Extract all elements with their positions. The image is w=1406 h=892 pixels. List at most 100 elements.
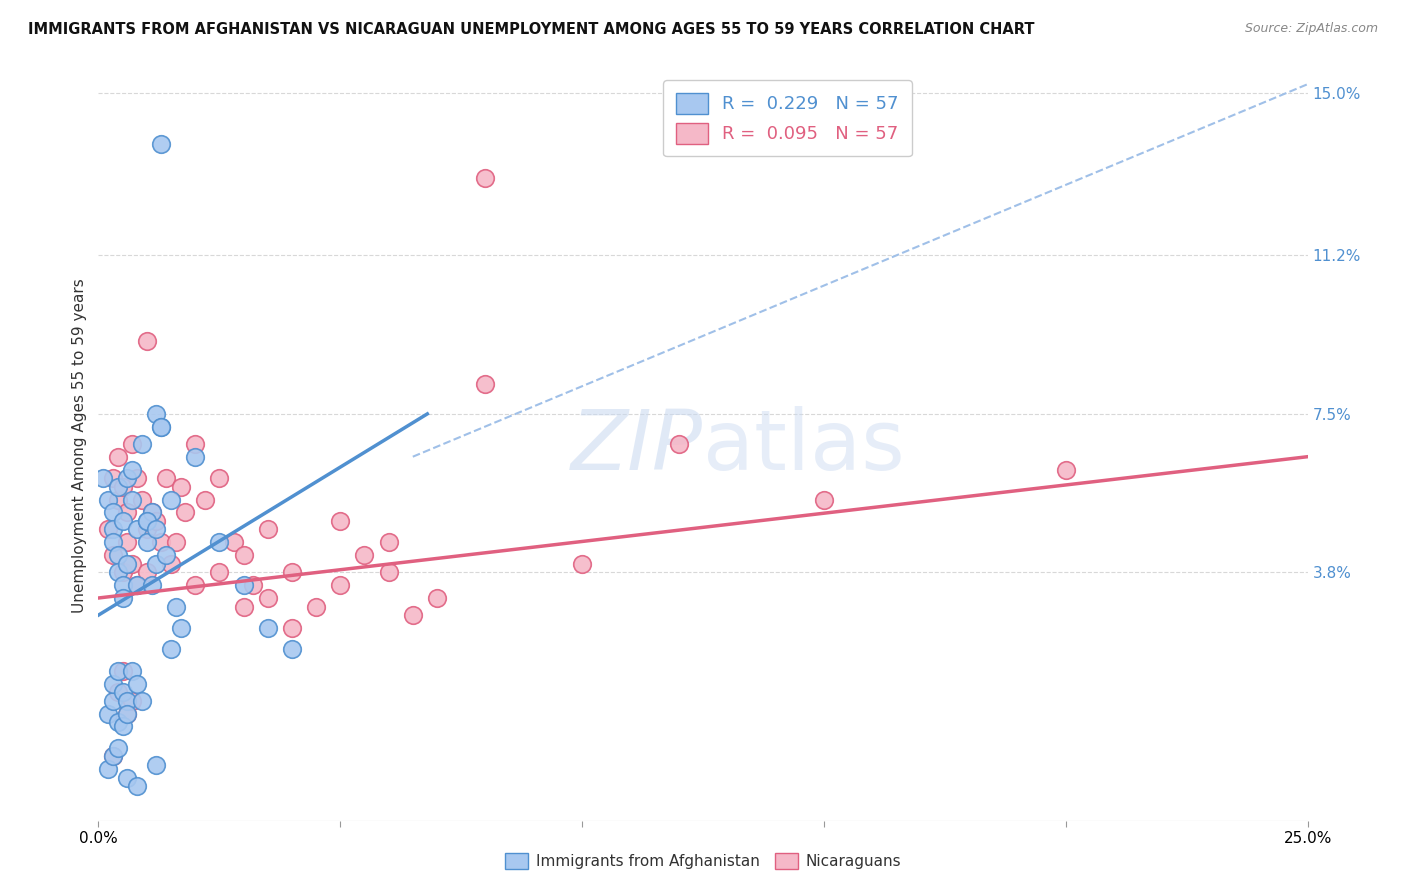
Point	[145, 557, 167, 571]
Point	[127, 523, 149, 537]
Point	[474, 171, 496, 186]
Point	[208, 471, 231, 485]
Point	[281, 566, 304, 580]
Point	[101, 694, 124, 708]
Point	[121, 492, 143, 507]
Point	[107, 450, 129, 464]
Point	[232, 599, 254, 614]
Point	[101, 749, 124, 764]
Point	[107, 480, 129, 494]
Point	[165, 599, 187, 614]
Point	[97, 762, 120, 776]
Point	[155, 548, 177, 562]
Point	[111, 719, 134, 733]
Point	[111, 664, 134, 678]
Point	[101, 471, 124, 485]
Legend: Immigrants from Afghanistan, Nicaraguans: Immigrants from Afghanistan, Nicaraguans	[499, 847, 907, 875]
Point	[121, 694, 143, 708]
Point	[194, 492, 217, 507]
Point	[117, 471, 139, 485]
Point	[97, 492, 120, 507]
Point	[135, 523, 157, 537]
Text: IMMIGRANTS FROM AFGHANISTAN VS NICARAGUAN UNEMPLOYMENT AMONG AGES 55 TO 59 YEARS: IMMIGRANTS FROM AFGHANISTAN VS NICARAGUA…	[28, 22, 1035, 37]
Point	[813, 492, 835, 507]
Text: atlas: atlas	[703, 406, 904, 486]
Point	[169, 621, 191, 635]
Point	[117, 535, 139, 549]
Point	[121, 664, 143, 678]
Point	[111, 514, 134, 528]
Point	[117, 694, 139, 708]
Point	[160, 492, 183, 507]
Point	[97, 706, 120, 721]
Point	[111, 566, 134, 580]
Point	[145, 758, 167, 772]
Point	[121, 462, 143, 476]
Point	[281, 642, 304, 657]
Point	[127, 676, 149, 690]
Point	[256, 523, 278, 537]
Point	[232, 578, 254, 592]
Point	[107, 566, 129, 580]
Point	[402, 608, 425, 623]
Point	[150, 419, 173, 434]
Point	[150, 535, 173, 549]
Point	[135, 334, 157, 348]
Point	[165, 535, 187, 549]
Point	[232, 548, 254, 562]
Point	[107, 715, 129, 730]
Point	[111, 685, 134, 699]
Point	[117, 771, 139, 785]
Text: ZIP: ZIP	[571, 406, 703, 486]
Point	[474, 376, 496, 391]
Point	[97, 523, 120, 537]
Point	[107, 492, 129, 507]
Point	[135, 514, 157, 528]
Point	[150, 419, 173, 434]
Point	[107, 664, 129, 678]
Point	[135, 514, 157, 528]
Point	[377, 535, 399, 549]
Point	[107, 548, 129, 562]
Point	[117, 706, 139, 721]
Point	[208, 566, 231, 580]
Point	[426, 591, 449, 605]
Point	[131, 694, 153, 708]
Point	[150, 137, 173, 152]
Point	[141, 505, 163, 519]
Point	[127, 780, 149, 794]
Point	[135, 566, 157, 580]
Point	[91, 471, 114, 485]
Point	[131, 437, 153, 451]
Point	[184, 450, 207, 464]
Point	[184, 578, 207, 592]
Point	[111, 591, 134, 605]
Point	[222, 535, 245, 549]
Point	[281, 621, 304, 635]
Point	[127, 471, 149, 485]
Point	[256, 621, 278, 635]
Point	[256, 591, 278, 605]
Point	[107, 740, 129, 755]
Point	[117, 706, 139, 721]
Point	[101, 535, 124, 549]
Point	[141, 505, 163, 519]
Point	[111, 480, 134, 494]
Point	[184, 437, 207, 451]
Point	[101, 548, 124, 562]
Point	[117, 505, 139, 519]
Point	[145, 514, 167, 528]
Point	[111, 578, 134, 592]
Point	[135, 535, 157, 549]
Point	[121, 437, 143, 451]
Point	[571, 557, 593, 571]
Point	[101, 749, 124, 764]
Point	[121, 557, 143, 571]
Point	[127, 578, 149, 592]
Point	[668, 437, 690, 451]
Point	[117, 557, 139, 571]
Point	[101, 505, 124, 519]
Point	[1054, 462, 1077, 476]
Point	[101, 676, 124, 690]
Point	[174, 505, 197, 519]
